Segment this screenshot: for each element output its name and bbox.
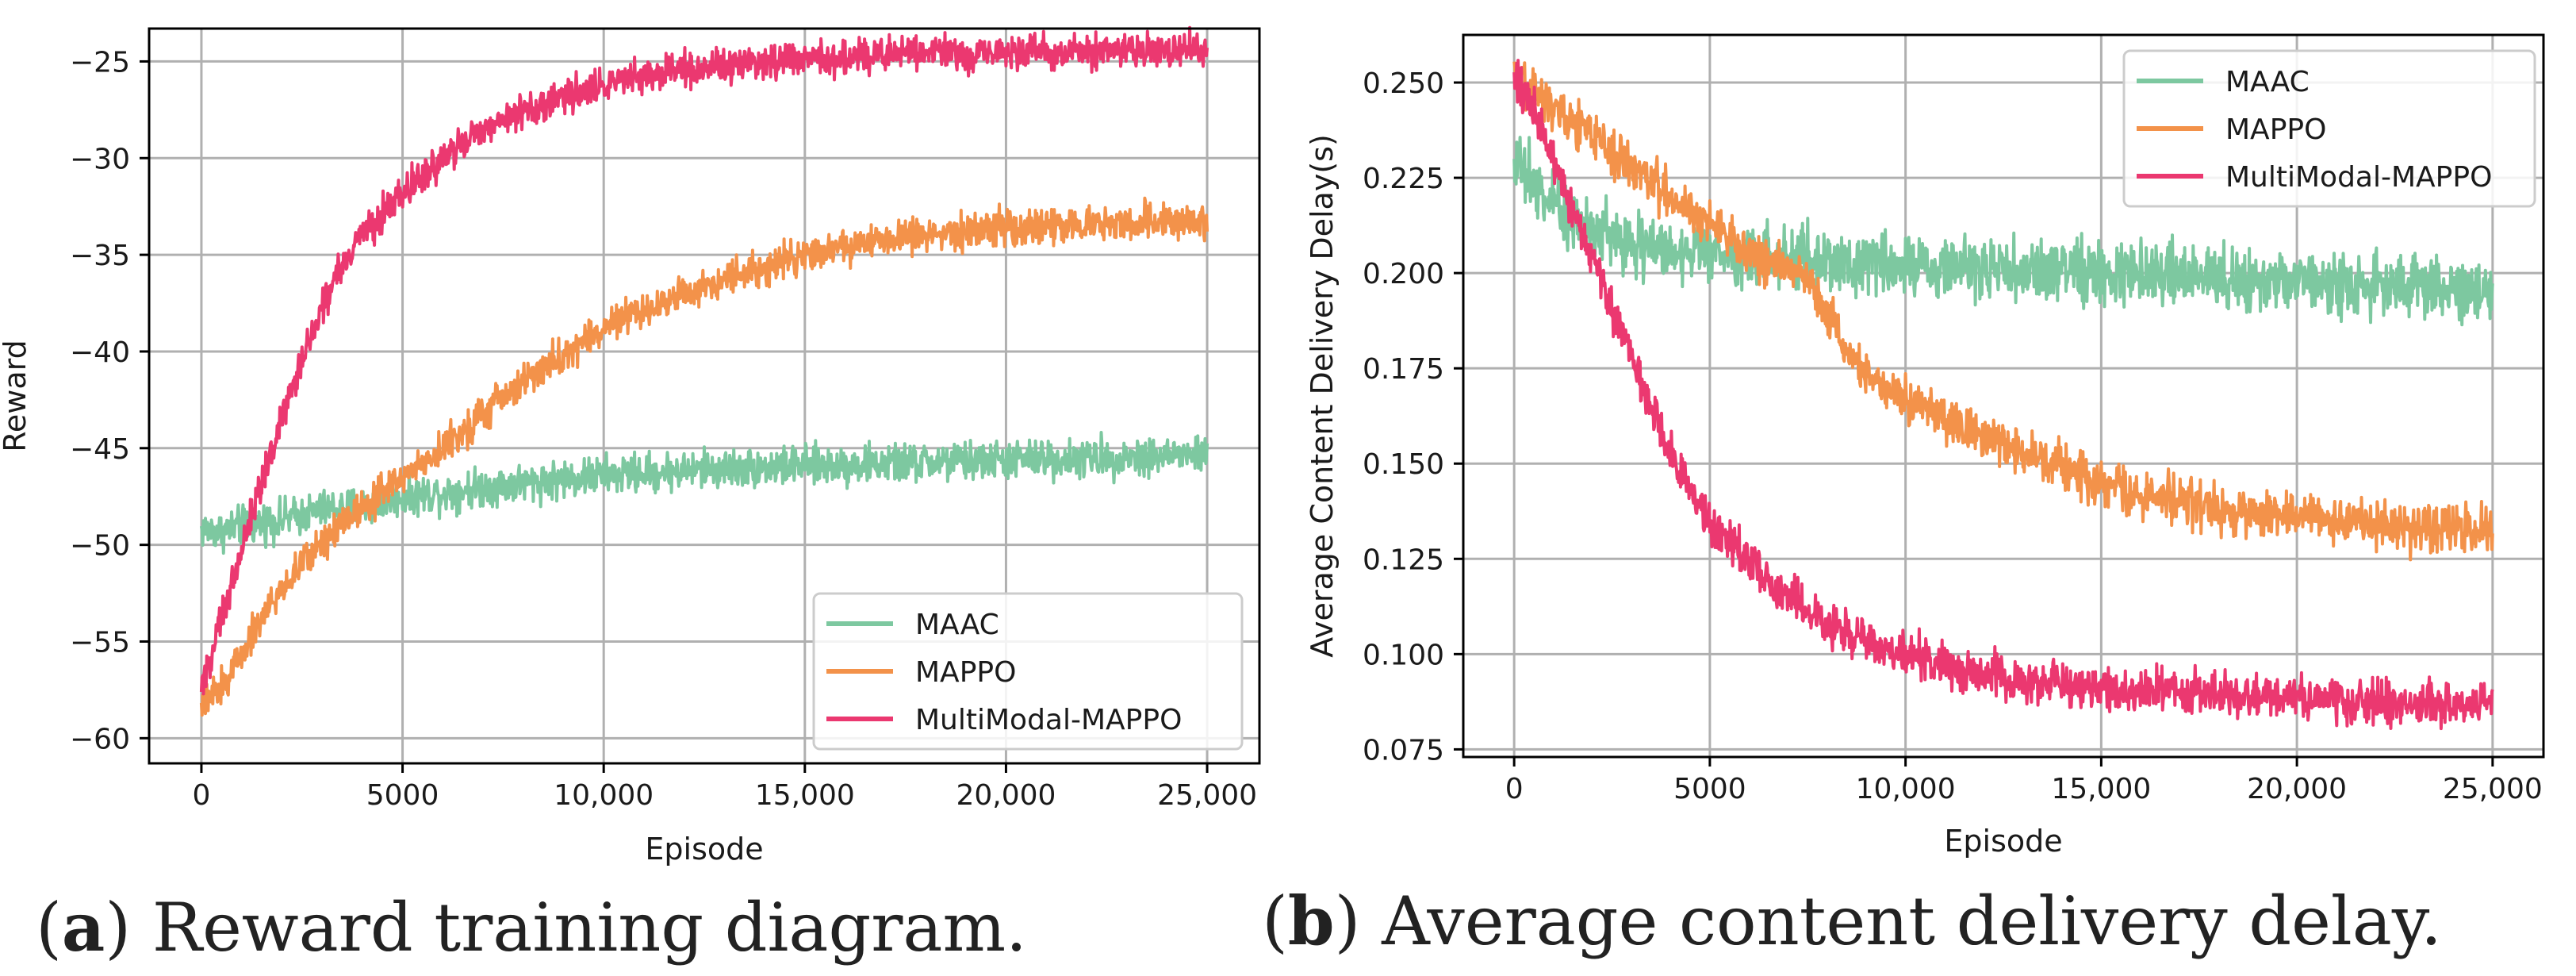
x-axis-label: Episode bbox=[1944, 824, 2062, 859]
x-tick-label: 15,000 bbox=[755, 779, 855, 812]
series-line-multimodal-mappo bbox=[199, 25, 1209, 696]
y-tick-label: −55 bbox=[70, 626, 130, 659]
y-axis-label: Reward bbox=[0, 340, 33, 452]
panel-reward-chart: 0 5000 10,000 15,000 20,000 25,000 −60 −55 −50 −4… bbox=[0, 25, 1261, 866]
y-tick-label: −40 bbox=[70, 336, 130, 369]
caption-a-text: Reward training diagram. bbox=[152, 889, 1027, 966]
y-tick-label: 0.250 bbox=[1363, 67, 1444, 100]
x-tick-label: 20,000 bbox=[2247, 773, 2347, 805]
caption-b: (b) Average content delivery delay. bbox=[1262, 882, 2442, 960]
x-tick-label: 10,000 bbox=[1856, 773, 1956, 805]
caption-b-text: Average content delivery delay. bbox=[1381, 882, 2442, 960]
series-line-multimodal-mappo bbox=[1512, 59, 2494, 731]
y-tick-label: −60 bbox=[70, 723, 130, 755]
plot-frame bbox=[148, 27, 1261, 765]
caption-b-label: b bbox=[1288, 882, 1335, 960]
x-tick-label: 5000 bbox=[1673, 773, 1746, 805]
caption-a-label: a bbox=[62, 888, 105, 966]
x-tick-label: 10,000 bbox=[554, 779, 654, 812]
panel-delay-chart: 0 5000 10,000 15,000 20,000 25,000 0.075 0.100 0… bbox=[1305, 33, 2545, 859]
y-tick-label: 0.125 bbox=[1363, 544, 1444, 576]
x-tick-label: 20,000 bbox=[956, 779, 1056, 812]
x-tick-label: 5000 bbox=[366, 779, 439, 812]
y-tick-label: 0.100 bbox=[1363, 639, 1444, 671]
y-tick-label: −35 bbox=[70, 240, 130, 272]
legend-box bbox=[812, 592, 1244, 751]
y-tick-label: −30 bbox=[70, 143, 130, 175]
y-tick-label: −25 bbox=[70, 46, 130, 79]
legend-label-mappo: MAPPO bbox=[2225, 113, 2326, 146]
legend: MAAC MAPPO MultiModal-MAPPO bbox=[2122, 49, 2536, 208]
legend-label-multimodal-mappo: MultiModal-MAPPO bbox=[2225, 161, 2492, 194]
series-line-maac bbox=[1512, 136, 2494, 327]
legend-label-maac: MAAC bbox=[915, 609, 999, 641]
x-tick-label: 0 bbox=[192, 779, 210, 812]
y-tick-label: −50 bbox=[70, 530, 130, 563]
legend-box bbox=[2122, 49, 2536, 208]
y-tick-label: −45 bbox=[70, 433, 130, 466]
y-tick-label: 0.200 bbox=[1363, 258, 1444, 290]
series-line-mappo bbox=[1512, 61, 2494, 562]
x-tick-label: 25,000 bbox=[1157, 779, 1257, 812]
y-tick-label: 0.075 bbox=[1363, 734, 1444, 767]
x-tick-label: 25,000 bbox=[2443, 773, 2543, 805]
x-tick-label: 0 bbox=[1505, 773, 1524, 805]
legend: MAAC MAPPO MultiModal-MAPPO bbox=[812, 592, 1244, 751]
y-axis-label: Average Content Delivery Delay(s) bbox=[1305, 134, 1340, 658]
legend-label-multimodal-mappo: MultiModal-MAPPO bbox=[915, 704, 1182, 736]
legend-label-maac: MAAC bbox=[2225, 66, 2310, 98]
y-tick-label: 0.150 bbox=[1363, 448, 1444, 481]
x-axis-label: Episode bbox=[645, 832, 763, 866]
x-tick-label: 15,000 bbox=[2051, 773, 2151, 805]
series-line-mappo bbox=[199, 196, 1209, 717]
plot-frame bbox=[1462, 33, 2545, 759]
y-tick-label: 0.225 bbox=[1363, 163, 1444, 195]
y-tick-label: 0.175 bbox=[1363, 353, 1444, 386]
caption-a: (a) Reward training diagram. bbox=[36, 888, 1027, 966]
series-line-maac bbox=[199, 431, 1209, 555]
legend-label-mappo: MAPPO bbox=[915, 656, 1016, 689]
